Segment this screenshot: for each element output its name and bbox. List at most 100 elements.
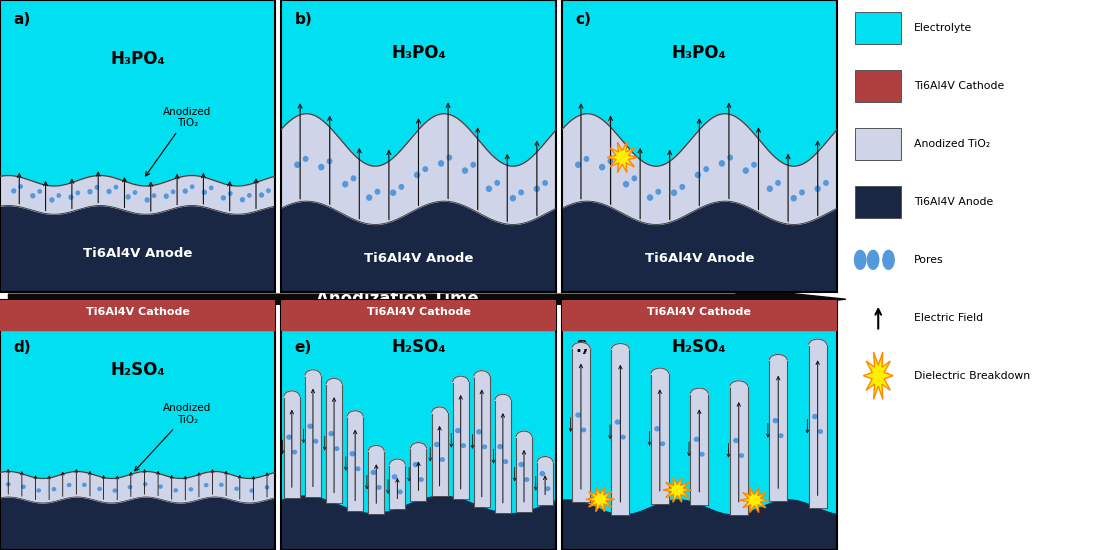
Circle shape xyxy=(728,155,733,160)
Circle shape xyxy=(511,196,515,201)
Text: Pores: Pores xyxy=(915,255,944,265)
Circle shape xyxy=(183,189,188,193)
Circle shape xyxy=(351,176,355,181)
Polygon shape xyxy=(0,0,275,292)
Circle shape xyxy=(38,190,41,193)
Polygon shape xyxy=(281,300,556,330)
Circle shape xyxy=(632,176,636,181)
Polygon shape xyxy=(347,411,363,416)
Circle shape xyxy=(615,420,619,424)
Text: a): a) xyxy=(13,12,31,26)
Polygon shape xyxy=(281,496,556,550)
Polygon shape xyxy=(284,397,300,498)
Polygon shape xyxy=(453,382,468,499)
Circle shape xyxy=(463,168,467,173)
Circle shape xyxy=(343,182,347,187)
Circle shape xyxy=(739,454,744,457)
Circle shape xyxy=(584,157,588,161)
Polygon shape xyxy=(474,377,490,507)
Circle shape xyxy=(57,194,60,197)
Circle shape xyxy=(375,189,380,194)
Circle shape xyxy=(414,463,418,466)
Polygon shape xyxy=(432,407,447,413)
Polygon shape xyxy=(537,463,553,505)
Circle shape xyxy=(19,185,22,188)
Polygon shape xyxy=(411,443,426,448)
Polygon shape xyxy=(281,300,556,550)
Circle shape xyxy=(700,453,704,456)
Circle shape xyxy=(660,442,665,446)
Text: Ti6Al4V Cathode: Ti6Al4V Cathode xyxy=(647,307,751,317)
Bar xyxy=(855,186,901,218)
Polygon shape xyxy=(612,344,629,349)
Circle shape xyxy=(462,444,465,447)
Circle shape xyxy=(235,487,239,490)
Circle shape xyxy=(800,190,804,195)
Polygon shape xyxy=(562,300,837,330)
Circle shape xyxy=(204,483,208,487)
Circle shape xyxy=(377,486,381,489)
Circle shape xyxy=(190,488,192,491)
Circle shape xyxy=(366,195,372,200)
Circle shape xyxy=(415,172,420,178)
Circle shape xyxy=(498,444,503,449)
Circle shape xyxy=(815,186,820,191)
Circle shape xyxy=(114,185,118,189)
Polygon shape xyxy=(0,497,275,550)
Circle shape xyxy=(486,186,492,191)
Polygon shape xyxy=(562,0,837,292)
Circle shape xyxy=(495,180,500,185)
Circle shape xyxy=(696,172,700,178)
Bar xyxy=(855,12,901,44)
Circle shape xyxy=(655,427,659,431)
Circle shape xyxy=(241,197,244,202)
Text: Anodized
TiO₂: Anodized TiO₂ xyxy=(145,107,211,176)
Circle shape xyxy=(779,434,783,437)
Circle shape xyxy=(307,424,312,428)
Circle shape xyxy=(327,159,332,163)
Polygon shape xyxy=(572,348,589,502)
Circle shape xyxy=(719,161,725,166)
Circle shape xyxy=(210,186,213,190)
Circle shape xyxy=(250,489,253,492)
Polygon shape xyxy=(663,477,692,502)
Text: H₃PO₄: H₃PO₄ xyxy=(391,45,446,62)
Circle shape xyxy=(695,437,699,441)
Text: c): c) xyxy=(575,12,592,26)
Text: Ti6Al4V Anode: Ti6Al4V Anode xyxy=(83,246,192,260)
Polygon shape xyxy=(562,500,837,550)
Circle shape xyxy=(293,450,296,454)
Polygon shape xyxy=(607,142,637,173)
Circle shape xyxy=(133,191,137,194)
Polygon shape xyxy=(809,339,827,345)
Circle shape xyxy=(152,194,155,197)
Circle shape xyxy=(12,189,16,193)
Circle shape xyxy=(69,195,73,199)
Circle shape xyxy=(108,189,111,194)
Circle shape xyxy=(266,189,270,192)
Text: H₃PO₄: H₃PO₄ xyxy=(110,50,165,68)
Circle shape xyxy=(576,162,581,167)
Circle shape xyxy=(50,198,53,202)
Polygon shape xyxy=(369,446,384,451)
Polygon shape xyxy=(347,416,363,511)
Polygon shape xyxy=(769,355,787,360)
Circle shape xyxy=(88,190,92,194)
Polygon shape xyxy=(0,300,275,550)
Circle shape xyxy=(286,435,291,439)
Circle shape xyxy=(329,432,333,436)
Polygon shape xyxy=(729,381,748,387)
Text: d): d) xyxy=(13,340,31,355)
Text: Anodization Time: Anodization Time xyxy=(316,290,478,308)
Polygon shape xyxy=(562,114,837,224)
Text: H₃PO₄: H₃PO₄ xyxy=(672,45,727,62)
Circle shape xyxy=(672,190,676,195)
Polygon shape xyxy=(537,456,553,463)
Circle shape xyxy=(546,487,549,491)
Text: f): f) xyxy=(575,340,589,355)
Polygon shape xyxy=(305,376,321,497)
Circle shape xyxy=(477,430,482,434)
Text: Ti6Al4V Anode: Ti6Al4V Anode xyxy=(915,197,993,207)
Circle shape xyxy=(222,196,225,200)
Bar xyxy=(855,128,901,160)
